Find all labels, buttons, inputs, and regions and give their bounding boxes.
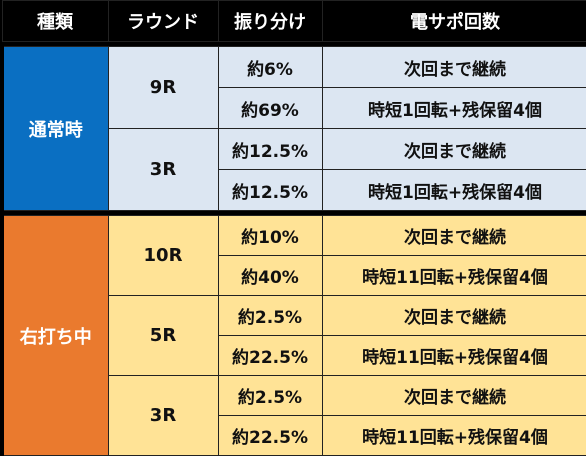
- header-type: 種類: [1, 0, 109, 42]
- support-cell: 次回まで継続: [321, 215, 586, 256]
- table-row: 約12.5% 時短1回転+残保留4個: [2, 169, 586, 211]
- table-row: 通常時 9R 約6% 次回まで継続: [0, 46, 586, 211]
- percent-cell: 約12.5%: [217, 128, 323, 170]
- percent-cell: 約12.5%: [217, 169, 323, 211]
- header-row: 種類 ラウンド 振り分け 電サポ回数: [1, 0, 586, 42]
- support-cell: 次回まで継続: [321, 375, 586, 416]
- category-normal: 通常時: [0, 46, 109, 211]
- percent-cell: 約22.5%: [217, 415, 323, 456]
- percent-cell: 約22.5%: [217, 335, 323, 376]
- percent-cell: 約69%: [217, 87, 323, 129]
- round-cell: 5R: [107, 295, 219, 376]
- round-cell: 10R: [107, 215, 219, 296]
- support-cell: 時短11回転+残保留4個: [321, 335, 586, 376]
- percent-cell: 約2.5%: [217, 375, 323, 416]
- table-row: 右打ち中 10R 約10% 次回まで継続: [0, 215, 586, 456]
- percent-cell: 約40%: [217, 255, 323, 296]
- percent-cell: 約2.5%: [217, 295, 323, 336]
- round-cell: 3R: [107, 375, 219, 456]
- header-distribution: 振り分け: [217, 0, 323, 42]
- support-cell: 時短11回転+残保留4個: [321, 255, 586, 296]
- support-cell: 時短1回転+残保留4個: [321, 169, 586, 211]
- round-cell: 9R: [107, 46, 219, 129]
- table-row: 約22.5% 時短11回転+残保留4個: [2, 335, 586, 376]
- support-cell: 時短1回転+残保留4個: [321, 87, 586, 129]
- header-support-count: 電サポ回数: [321, 0, 586, 42]
- table-row: 3R 約2.5% 次回まで継続: [2, 375, 586, 456]
- percent-cell: 約6%: [217, 46, 323, 88]
- support-cell: 次回まで継続: [321, 295, 586, 336]
- support-cell: 次回まで継続: [321, 128, 586, 170]
- table-row: 約22.5% 時短11回転+残保留4個: [2, 415, 586, 456]
- category-right: 右打ち中: [0, 215, 109, 456]
- support-cell: 次回まで継続: [321, 46, 586, 88]
- header-round: ラウンド: [107, 0, 219, 42]
- table-row: 3R 約12.5% 次回まで継続: [2, 128, 586, 211]
- round-cell: 3R: [107, 128, 219, 211]
- percent-cell: 約10%: [217, 215, 323, 256]
- support-cell: 時短11回転+残保留4個: [321, 415, 586, 456]
